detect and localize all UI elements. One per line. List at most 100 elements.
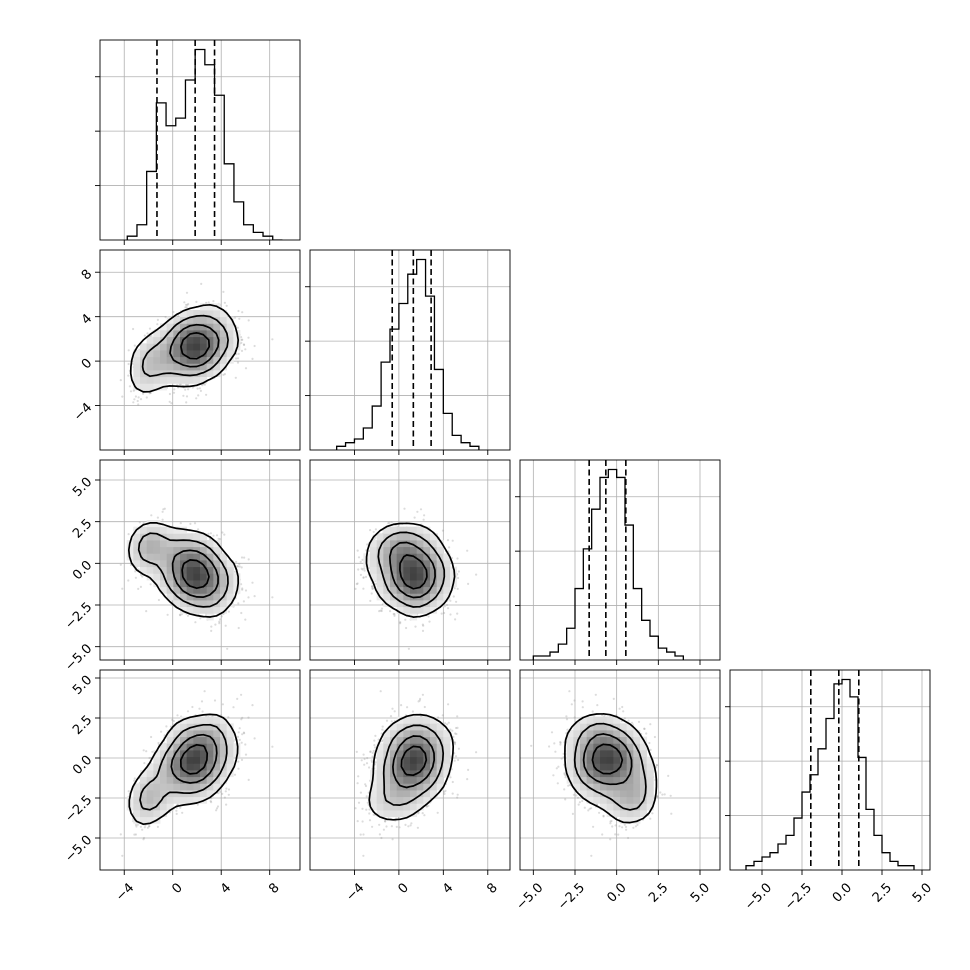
sample-point — [219, 538, 222, 541]
density-cell — [186, 316, 194, 324]
sample-point — [179, 522, 182, 525]
density-cell — [193, 343, 201, 351]
sample-point — [197, 394, 200, 397]
sample-point — [150, 514, 153, 517]
density-cell — [213, 546, 221, 554]
sample-point — [142, 392, 145, 395]
sample-point — [247, 319, 250, 322]
density-cell — [186, 343, 194, 351]
sample-point — [221, 531, 224, 534]
sample-point — [185, 291, 189, 294]
density-cell — [213, 350, 221, 358]
density-cell — [226, 316, 234, 324]
sample-point — [170, 402, 173, 405]
sample-point — [238, 317, 241, 320]
sample-point — [368, 566, 371, 570]
density-cell — [166, 546, 174, 554]
density-cell — [180, 376, 188, 384]
sample-point — [198, 387, 201, 390]
density-cell — [160, 356, 168, 364]
panel-frame — [99, 39, 301, 241]
density-cell — [186, 606, 194, 614]
sample-point — [247, 336, 250, 339]
density-cell — [213, 323, 221, 331]
density-cell — [180, 540, 188, 548]
sample-point — [184, 306, 187, 309]
density-cell — [226, 586, 234, 594]
sample-point — [133, 398, 136, 401]
sample-point — [240, 336, 243, 339]
density-cell — [206, 363, 214, 371]
density-cell — [140, 370, 148, 378]
density-cell — [173, 573, 181, 581]
density-cell — [220, 363, 228, 371]
density-cell — [220, 606, 228, 614]
density-cell — [200, 560, 208, 568]
density-cell — [133, 363, 141, 371]
sample-point — [244, 589, 248, 592]
density-cell — [146, 383, 154, 391]
density-cell — [140, 526, 148, 534]
density-cell — [173, 546, 181, 554]
density-cell — [200, 546, 208, 554]
density-cell — [226, 566, 234, 574]
density-cell — [206, 553, 214, 561]
density-cell — [153, 573, 161, 581]
density-cell — [173, 336, 181, 344]
contour-level-2 — [169, 323, 220, 368]
sample-point — [223, 373, 226, 376]
sample-point — [236, 357, 240, 360]
density-cell — [193, 350, 201, 358]
sample-point — [172, 310, 175, 314]
sample-point — [150, 334, 153, 337]
density-cell — [166, 593, 174, 601]
density-cell — [206, 303, 214, 311]
density-cell — [153, 363, 161, 371]
sample-point — [157, 598, 160, 602]
sample-point — [357, 568, 360, 571]
density-cell — [160, 580, 168, 588]
density-cell — [166, 323, 174, 331]
sample-point — [240, 556, 244, 559]
sample-point — [199, 617, 202, 620]
density-cell — [153, 553, 161, 561]
sample-point — [374, 536, 377, 539]
sample-point — [219, 618, 222, 621]
density-cell — [186, 350, 194, 358]
sample-point — [134, 395, 137, 398]
sample-point — [361, 568, 364, 571]
density-cell — [186, 566, 194, 574]
density-cell — [220, 573, 228, 581]
density-cell — [160, 560, 168, 568]
density-cell — [206, 356, 214, 364]
density-cell — [153, 336, 161, 344]
sample-point — [132, 327, 135, 331]
sample-point — [421, 623, 424, 626]
density-cell — [146, 356, 154, 364]
sample-point — [186, 303, 189, 307]
sample-point — [185, 383, 188, 386]
sample-point — [251, 581, 254, 584]
sample-point — [236, 361, 240, 364]
sample-point — [222, 373, 225, 376]
density-cell — [180, 323, 188, 331]
density-cell — [146, 573, 154, 581]
density-cell — [173, 560, 181, 568]
density-cell — [206, 580, 214, 588]
density-cell — [166, 376, 174, 384]
sample-point — [127, 533, 130, 536]
density-cell — [200, 323, 208, 331]
sample-point — [178, 613, 182, 616]
density-cell — [193, 316, 201, 324]
sample-point — [236, 565, 239, 568]
density-cell — [200, 303, 208, 311]
density-cell — [140, 363, 148, 371]
density-cell — [226, 323, 234, 331]
density-cell — [166, 586, 174, 594]
sample-point — [191, 386, 194, 389]
sample-point — [236, 565, 240, 568]
density-cell — [220, 336, 228, 344]
sample-point — [372, 530, 375, 534]
y-tick-label: 0.0 — [70, 558, 95, 583]
